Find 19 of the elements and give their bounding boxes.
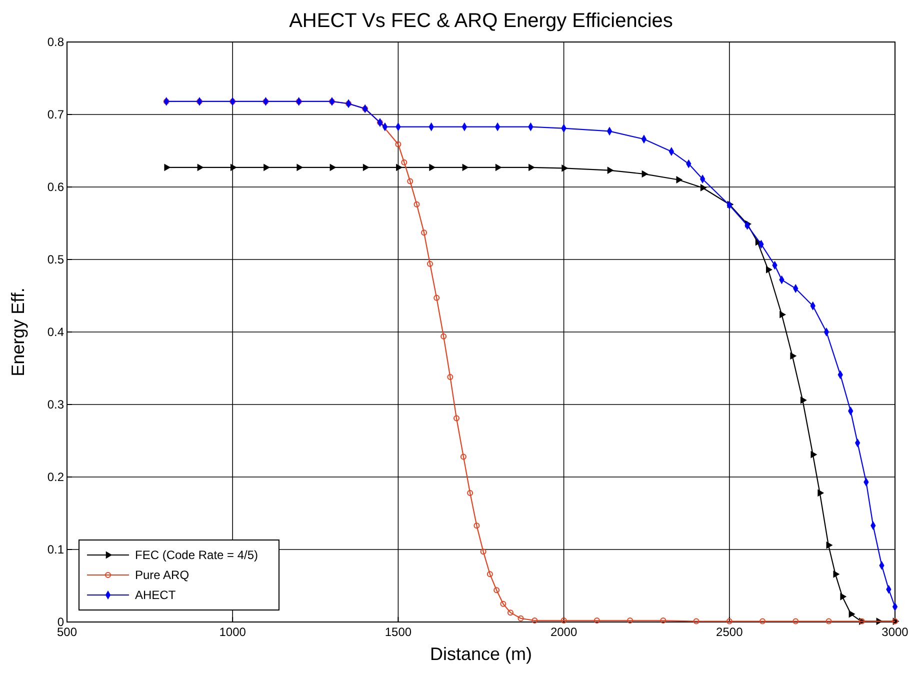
x-tick-label: 2000: [550, 624, 578, 639]
y-tick-label: 0.3: [47, 397, 64, 412]
chart-title: AHECT Vs FEC & ARQ Energy Efficiencies: [289, 10, 673, 32]
legend-label: Pure ARQ: [135, 568, 190, 582]
legend-label: FEC (Code Rate = 4/5): [135, 548, 258, 562]
x-tick-label: 1000: [219, 624, 246, 639]
y-tick-label: 0.5: [47, 252, 64, 266]
x-tick-label: 1500: [384, 624, 412, 639]
x-tick-label: 3000: [882, 624, 909, 639]
y-tick-label: 0.1: [47, 542, 64, 556]
y-tick-label: 0.6: [47, 180, 64, 194]
x-tick-label: 2500: [716, 624, 744, 639]
y-tick-label: 0.2: [47, 470, 64, 484]
y-tick-label: 0.4: [47, 324, 64, 339]
y-tick-label: 0.7: [47, 107, 64, 122]
y-axis-title: Energy Eff.: [8, 288, 28, 376]
legend-label: AHECT: [135, 588, 176, 602]
x-axis-title: Distance (m): [430, 644, 532, 664]
y-tick-label: 0.8: [47, 34, 64, 49]
